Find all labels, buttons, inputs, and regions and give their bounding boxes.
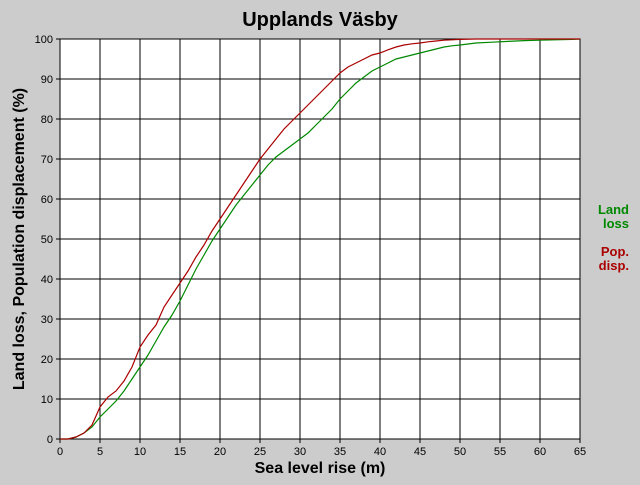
x-tick-label: 25 <box>254 446 266 458</box>
x-tick-label: 45 <box>414 446 426 458</box>
x-tick-labels: 0 5 10 15 20 25 30 35 40 45 50 55 60 65 <box>57 439 586 458</box>
grid-lines <box>59 38 581 440</box>
x-tick-label: 55 <box>494 446 506 458</box>
legend-label: loss <box>603 216 629 231</box>
y-tick-label: 30 <box>41 314 53 326</box>
y-tick-label: 90 <box>41 74 53 86</box>
y-tick-label: 0 <box>47 434 53 446</box>
x-tick-label: 30 <box>294 446 306 458</box>
chart-title: Upplands Väsby <box>242 9 398 31</box>
x-tick-label: 5 <box>97 446 103 458</box>
y-tick-label: 80 <box>41 114 53 126</box>
y-tick-label: 70 <box>41 154 53 166</box>
x-axis-label: Sea level rise (m) <box>255 460 386 477</box>
x-tick-label: 50 <box>454 446 466 458</box>
y-tick-label: 20 <box>41 354 53 366</box>
y-tick-label: 60 <box>41 194 53 206</box>
x-tick-label: 10 <box>134 446 146 458</box>
x-tick-label: 40 <box>374 446 386 458</box>
y-tick-label: 40 <box>41 274 53 286</box>
legend-label: disp. <box>599 258 629 273</box>
x-tick-label: 65 <box>574 446 586 458</box>
y-tick-label: 10 <box>41 394 53 406</box>
series-line-land-loss <box>60 38 581 440</box>
y-tick-labels: 0 10 20 30 40 50 60 70 80 90 100 <box>35 34 60 446</box>
y-axis-label: Land loss, Population displacement (%) <box>11 88 28 390</box>
y-tick-label: 100 <box>35 34 53 46</box>
legend-label: Pop. <box>601 244 629 259</box>
y-tick-label: 50 <box>41 234 53 246</box>
x-tick-label: 20 <box>214 446 226 458</box>
x-tick-label: 35 <box>334 446 346 458</box>
series-line-pop-disp <box>60 38 580 440</box>
x-tick-label: 15 <box>174 446 186 458</box>
legend-label: Land <box>598 202 629 217</box>
x-tick-label: 60 <box>534 446 546 458</box>
series-lines <box>60 38 581 440</box>
x-tick-label: 0 <box>57 446 63 458</box>
